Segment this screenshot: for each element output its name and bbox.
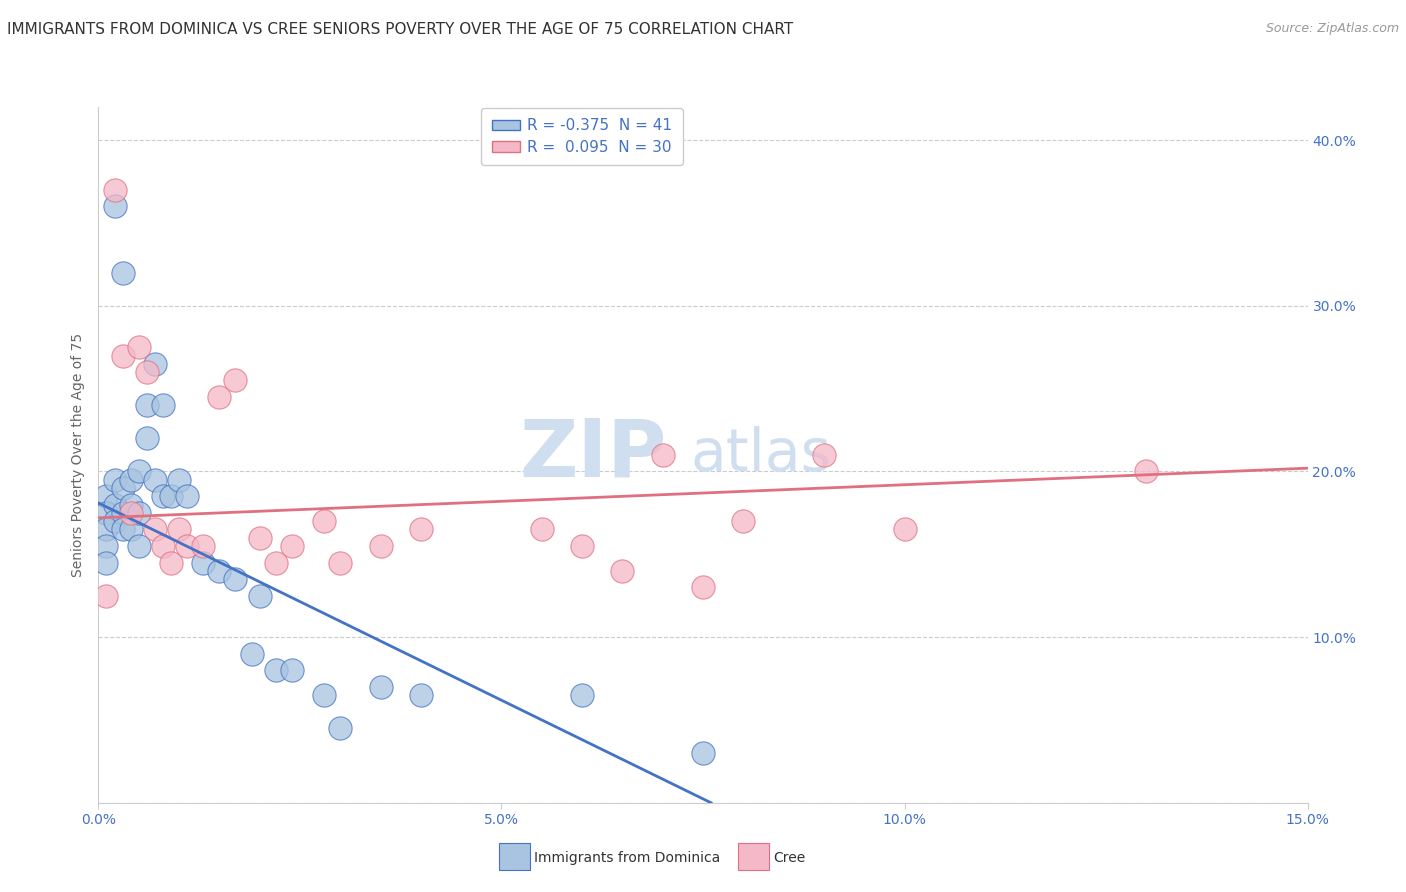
Point xyxy=(96,489,118,503)
Point xyxy=(160,556,183,570)
Point xyxy=(249,531,271,545)
Point xyxy=(370,680,392,694)
Point xyxy=(249,589,271,603)
Point xyxy=(120,473,142,487)
Point xyxy=(103,498,125,512)
Point xyxy=(111,266,134,280)
Point xyxy=(1135,465,1157,479)
Text: Source: ZipAtlas.com: Source: ZipAtlas.com xyxy=(1265,22,1399,36)
Point xyxy=(314,688,336,702)
Point xyxy=(193,556,215,570)
Point xyxy=(733,514,755,528)
Point xyxy=(329,721,352,735)
Point xyxy=(103,183,125,197)
Point xyxy=(160,489,183,503)
Point xyxy=(103,473,125,487)
Point xyxy=(143,357,166,371)
Point xyxy=(111,523,134,537)
Point xyxy=(264,663,287,677)
Legend: R = -0.375  N = 41, R =  0.095  N = 30: R = -0.375 N = 41, R = 0.095 N = 30 xyxy=(481,108,683,165)
Point xyxy=(120,498,142,512)
Point xyxy=(692,746,714,760)
Point xyxy=(120,523,142,537)
Point xyxy=(120,506,142,520)
Point xyxy=(370,539,392,553)
Point xyxy=(128,465,150,479)
Point xyxy=(612,564,634,578)
Point xyxy=(96,506,118,520)
Point xyxy=(96,523,118,537)
Point xyxy=(240,647,263,661)
Point xyxy=(135,431,157,445)
Point xyxy=(571,688,593,702)
Point xyxy=(530,523,553,537)
Point xyxy=(281,539,304,553)
Y-axis label: Seniors Poverty Over the Age of 75: Seniors Poverty Over the Age of 75 xyxy=(72,333,86,577)
Point xyxy=(128,506,150,520)
Point xyxy=(96,589,118,603)
Point xyxy=(135,365,157,379)
Point xyxy=(96,556,118,570)
Point xyxy=(224,373,246,387)
Point xyxy=(264,556,287,570)
Point xyxy=(571,539,593,553)
Point xyxy=(111,349,134,363)
Point xyxy=(651,448,673,462)
Point xyxy=(281,663,304,677)
Text: IMMIGRANTS FROM DOMINICA VS CREE SENIORS POVERTY OVER THE AGE OF 75 CORRELATION : IMMIGRANTS FROM DOMINICA VS CREE SENIORS… xyxy=(7,22,793,37)
Point xyxy=(128,340,150,354)
Point xyxy=(167,523,190,537)
Point xyxy=(128,539,150,553)
Text: ZIP: ZIP xyxy=(519,416,666,494)
Point xyxy=(208,564,231,578)
Point xyxy=(813,448,835,462)
Point xyxy=(208,390,231,404)
Point xyxy=(193,539,215,553)
Point xyxy=(692,581,714,595)
Point xyxy=(224,572,246,586)
Point xyxy=(103,514,125,528)
Point xyxy=(111,481,134,495)
Point xyxy=(143,473,166,487)
Point xyxy=(152,489,174,503)
Point xyxy=(409,688,432,702)
Point xyxy=(96,539,118,553)
Point xyxy=(176,489,198,503)
Text: Immigrants from Dominica: Immigrants from Dominica xyxy=(534,851,720,865)
Point xyxy=(329,556,352,570)
Point xyxy=(152,539,174,553)
Text: Cree: Cree xyxy=(773,851,806,865)
Point xyxy=(103,199,125,213)
Point xyxy=(176,539,198,553)
Point xyxy=(111,506,134,520)
Point xyxy=(152,398,174,412)
Point xyxy=(135,398,157,412)
Point xyxy=(409,523,432,537)
Point xyxy=(314,514,336,528)
Point xyxy=(143,523,166,537)
Text: atlas: atlas xyxy=(690,426,832,483)
Point xyxy=(893,523,915,537)
Point xyxy=(167,473,190,487)
